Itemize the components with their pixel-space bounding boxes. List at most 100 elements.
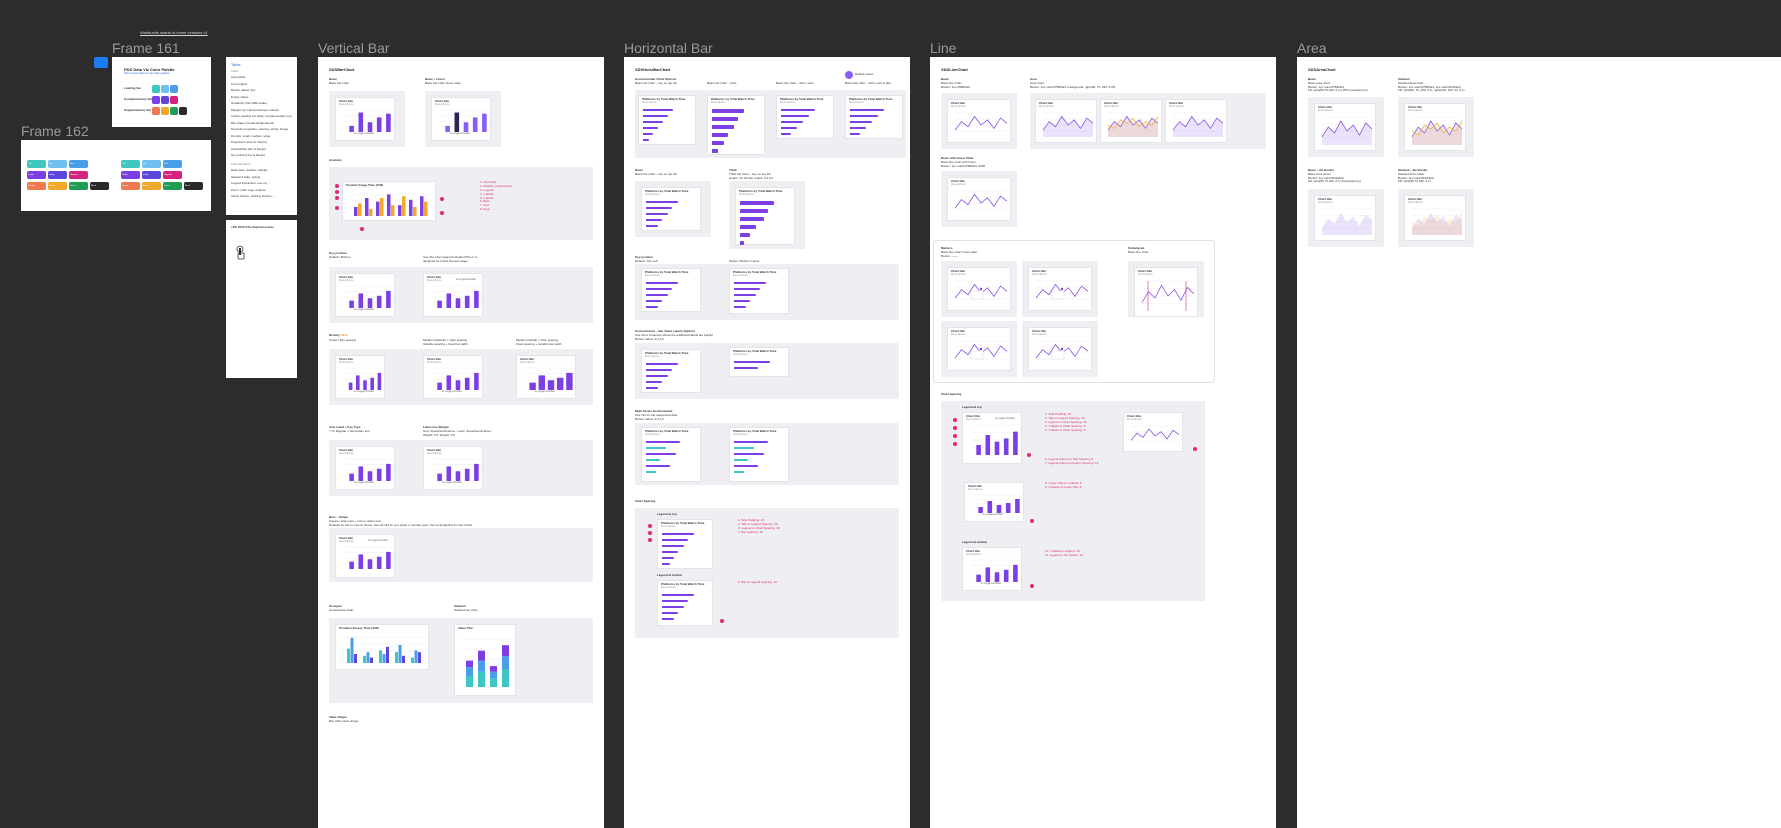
line-markers-card-2[interactable]: Chart title Description	[1028, 267, 1092, 311]
frame-161-title[interactable]: Frame 161	[112, 40, 180, 56]
horizontal-bar	[734, 459, 748, 461]
palette-link[interactable]: https://www.figma.com/pds-palette	[124, 71, 170, 75]
frame-area[interactable]: XDSAreaChart Basic Basic area chart Bord…	[1297, 57, 1781, 828]
token-item: Projections (line for Saylor)	[231, 140, 268, 144]
bar	[350, 637, 354, 663]
hbar-thick-card[interactable]: Platforms by Total Watch Time Description	[735, 187, 795, 245]
vbar-key-card-2[interactable]: Chart title Description ● Legend label	[423, 273, 483, 317]
vbar-key-card-1[interactable]: Chart title Description ● Legend label	[335, 273, 395, 317]
frame-area-title[interactable]: Area	[1297, 40, 1327, 56]
line-spacing-card-3[interactable]: Chart title Description ● Legend label	[964, 482, 1024, 522]
area-stacked-noborder-card[interactable]: Chart title Description	[1404, 195, 1466, 241]
hbar-opt-card-2[interactable]: Platforms by Total Watch Time Description	[707, 95, 765, 155]
vbar-density-card-3[interactable]: Chart title Description ● Legend label	[516, 355, 576, 399]
area-basic-card[interactable]: Chart title Description	[1314, 103, 1376, 151]
line-area-card-3[interactable]: Chart title Description	[1165, 99, 1227, 143]
hbar-spacing-marker-3	[648, 538, 652, 542]
area-noborder-card[interactable]: Chart title Description	[1314, 195, 1376, 241]
hbar-values-card-2[interactable]: Platforms by Total Watch Time Description	[729, 347, 789, 377]
horizontal-bar	[781, 127, 797, 129]
line-area-title: Area	[1030, 77, 1037, 81]
vbar-basic-card[interactable]: Chart title Description ● Legend label	[335, 97, 395, 141]
bar	[1005, 503, 1011, 513]
frame-vertical-bar[interactable]: XDSBarChart Basic Basic bar chart Basic …	[318, 57, 604, 828]
hbar-spacing-card-2[interactable]: Platforms by Total Watch Time Description	[657, 580, 713, 626]
vbar-density-card-1[interactable]: Chart title Description ● Legend label	[335, 355, 385, 399]
mini-chart-subtitle: Description	[339, 102, 355, 106]
mini-chart-subtitle: Description	[645, 273, 661, 277]
stacked-segment	[466, 660, 473, 668]
horizontal-bar	[734, 367, 758, 369]
mini-chart-subtitle: Description	[427, 451, 443, 455]
summit-panel[interactable]: +DS 2020 Infra Summit assets	[226, 220, 297, 378]
frame-line[interactable]: XDSLineChart Basic Basic line chart Bord…	[930, 57, 1276, 828]
mini-chart-title: Platforms by Total Watch Time	[711, 97, 755, 101]
line-basic-card[interactable]: Chart title Description	[947, 99, 1011, 143]
vbar-density-card-2[interactable]: Chart title Description ● Legend label	[423, 355, 483, 399]
area-stacked-card[interactable]: Chart title Description	[1404, 103, 1466, 151]
vbar-anatomy-card[interactable]: Product Usage Time (%W)	[342, 181, 436, 221]
frame-vbar-title[interactable]: Vertical Bar	[318, 40, 390, 56]
hbar-values-card-1[interactable]: Platforms by Total Watch Time Description	[641, 349, 701, 393]
line-basic-title: Basic	[941, 77, 950, 81]
hbar-opt-card-4[interactable]: Platforms by Total Watch Time Description	[845, 95, 903, 139]
mini-chart-title: Chart title	[1032, 269, 1047, 273]
bar	[376, 117, 382, 132]
line-spacing-card-1[interactable]: Chart title Description ● Legend label	[962, 412, 1022, 464]
frame-horizontal-bar[interactable]: XDSHorizBarChart Default option Horizont…	[624, 57, 910, 828]
mini-chart-subtitle: Description	[645, 192, 661, 196]
line-markers-card-3[interactable]: Chart title Description	[947, 327, 1011, 371]
page-top-link[interactable]: Workfunits charts in-home versions v1	[140, 30, 208, 35]
tokens-panel[interactable]: Table Label Axis labels Line heights Borde…	[226, 57, 297, 215]
hbar-opt-card-1[interactable]: Platforms by Total Watch Time Description	[638, 95, 696, 145]
line-markers-card-1[interactable]: Chart title Description	[947, 267, 1011, 311]
bar	[474, 372, 479, 390]
series-line	[1411, 120, 1463, 138]
hbar-opt-card-3[interactable]: Platforms by Total Watch Time Description	[776, 95, 834, 139]
hbar-key-card-2[interactable]: Platforms by Total Watch Time Description	[729, 268, 789, 314]
line-spacing-card-2[interactable]: Chart title Description	[1123, 412, 1183, 452]
line-markers-card-4[interactable]: Chart title Description	[1028, 327, 1092, 371]
frame-hbar-title[interactable]: Horizontal Bar	[624, 40, 713, 56]
vbar-grouped-card[interactable]: Premium Survey Time (%W)	[335, 624, 429, 670]
vbar-axis-card-1[interactable]: Chart title Description ● Legend label	[335, 446, 395, 490]
bar	[455, 380, 461, 390]
vbar-shape-card[interactable]: Chart title Description ● Legend label	[335, 534, 395, 578]
hbar-basic-sub: Basic bar chart – key on top left	[635, 172, 678, 176]
hbar-basic-card[interactable]: Platforms by Total Watch Time Description	[641, 187, 701, 231]
hbar-spacing-card-1[interactable]: Platforms by Total Watch Time Description	[657, 519, 713, 569]
bar	[994, 441, 1000, 455]
line-area-card-2[interactable]: Chart title Description	[1100, 99, 1162, 143]
mini-chart-subtitle: Description	[1032, 272, 1048, 276]
frame-161[interactable]: PDS Data Viz Color Palette https://www.f…	[112, 57, 211, 127]
vbar-axis-card-2[interactable]: Chart title Description ● Legend label	[423, 446, 483, 490]
bar	[446, 466, 452, 481]
mini-line-chart	[1035, 280, 1089, 300]
bar	[379, 650, 382, 663]
hbar-multi-card-1[interactable]: Platforms by Total Watch Time Description	[641, 427, 701, 482]
mini-chart-subtitle: Description	[711, 100, 727, 104]
area-stacked-noborder-sub: Stacked Area Chart Border: 1px solid #F0…	[1398, 172, 1434, 184]
frame-162[interactable]: Teal Sky Blue Purple Indigo Magenta Orange Ambe…	[21, 140, 211, 211]
line-area-card-1[interactable]: Chart title Description	[1035, 99, 1097, 143]
hbar-multi-card-2[interactable]: Platforms by Total Watch Time Description	[729, 427, 789, 482]
hover-marker	[1060, 287, 1064, 291]
line-underlay-card[interactable]: Chart title Description	[1134, 267, 1198, 317]
frame-line-title[interactable]: Line	[930, 40, 957, 56]
vbar-stacked-card[interactable]: Value Title	[454, 624, 516, 696]
bar	[472, 117, 478, 132]
area-fill	[1108, 116, 1158, 137]
horizontal-bar	[646, 453, 676, 455]
mini-chart-title: Chart title	[1039, 101, 1054, 105]
hbar-key-card-1[interactable]: Platforms by Total Watch Time Description	[641, 268, 701, 312]
horizontal-bar	[734, 288, 760, 290]
vbar-hover-card[interactable]: Chart title Description ● Legend label	[431, 97, 491, 141]
horizontal-bar	[662, 612, 678, 614]
mini-chart-subtitle: Description	[739, 192, 755, 196]
hbar-option-toggle[interactable]	[845, 71, 853, 79]
line-spacing-card-4[interactable]: Chart title Description ● Legend label	[962, 547, 1022, 591]
line-hover-card[interactable]: Chart title Description	[947, 177, 1011, 221]
frame-162-title[interactable]: Frame 162	[21, 123, 89, 139]
selection-handle[interactable]	[94, 57, 108, 68]
